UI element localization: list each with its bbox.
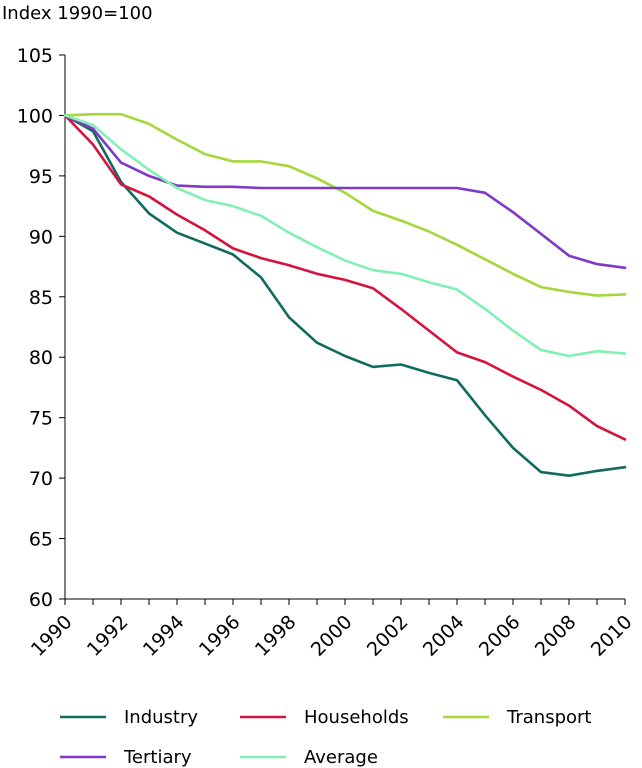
x-tick-label: 1996 [195,611,245,661]
x-tick-label: 2006 [475,611,525,661]
legend-label-transport: Transport [506,707,591,728]
y-tick-label: 85 [29,287,53,309]
y-tick-label: 105 [17,45,53,67]
legend-label-industry: Industry [124,707,198,728]
y-tick-label: 70 [29,468,53,490]
x-tick-label: 2002 [363,611,413,661]
y-tick-label: 75 [29,408,53,430]
x-tick-label: 1992 [83,611,133,661]
y-axis: 60 65 70 75 80 85 90 95 100 105 [17,45,66,611]
legend: Industry Households Transport Tertiary Avera… [60,707,591,768]
x-tick-label: 2004 [419,611,469,661]
series-line-industry [63,114,627,478]
y-tick-label: 65 [29,529,53,551]
x-tick-label: 1990 [27,611,77,661]
plot-area [63,112,627,478]
legend-label-tertiary: Tertiary [123,747,192,768]
y-tick-label: 95 [29,166,53,188]
y-tick-label: 60 [29,589,53,611]
y-tick-label: 80 [29,347,53,369]
legend-label-households: Households [304,707,409,728]
series-line-average [63,114,627,358]
x-axis: 1990 1992 1994 1996 1998 2000 2002 2004 2006 2008… [27,598,637,661]
series-line-tertiary [63,114,627,270]
y-tick-label: 90 [29,226,53,248]
series-line-households [63,114,627,441]
x-tick-label: 2000 [307,611,357,661]
x-tick-label: 2008 [531,611,581,661]
series-line-transport [63,112,627,297]
x-tick-label: 2010 [587,611,637,661]
y-axis-title: Index 1990=100 [2,3,153,24]
legend-label-average: Average [304,747,378,768]
y-tick-label: 100 [17,105,53,127]
x-tick-label: 1994 [139,611,189,661]
x-tick-label: 1998 [251,611,301,661]
